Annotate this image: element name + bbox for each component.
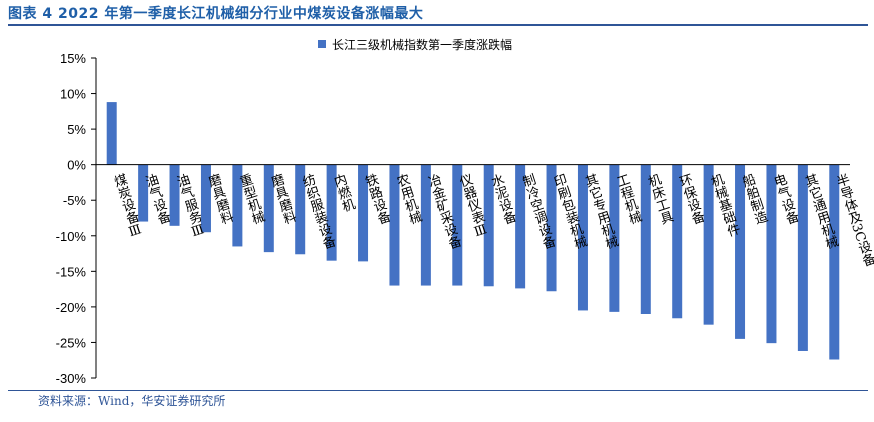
- bar: [263, 164, 274, 253]
- bar-chart: 15%10%5%0%-5%-10%-15%-20%-25%-30% 煤炭设备Ⅲ油…: [56, 37, 874, 386]
- title-rule: [8, 24, 868, 26]
- y-tick-label: -15%: [56, 264, 87, 279]
- footer-rule: [8, 390, 868, 391]
- bar: [546, 164, 557, 292]
- y-tick-label: 10%: [60, 87, 86, 102]
- bar: [295, 164, 306, 255]
- bar: [640, 164, 651, 314]
- bar: [766, 164, 777, 344]
- chart-title: 图表 4 2022 年第一季度长江机械细分行业中煤炭设备涨幅最大: [8, 6, 424, 22]
- bar: [829, 164, 840, 360]
- y-tick-label: 0%: [67, 158, 86, 173]
- bar: [797, 164, 808, 351]
- bar: [169, 164, 180, 226]
- y-tick-label: -20%: [56, 300, 87, 315]
- y-tick-label: -25%: [56, 335, 87, 350]
- bar: [609, 164, 620, 312]
- bar: [703, 164, 714, 325]
- legend-swatch: [318, 40, 326, 48]
- bars-group: [106, 102, 840, 360]
- bar: [358, 164, 369, 262]
- bar: [515, 164, 526, 289]
- source-note: 资料来源：Wind，华安证券研究所: [38, 394, 226, 408]
- bar: [138, 164, 149, 222]
- y-tick-label: -10%: [56, 229, 87, 244]
- bar: [232, 164, 243, 247]
- bar: [106, 102, 117, 165]
- y-axis: 15% 10% 5% 0% -5% -10% -15% -20% -25% -30%: [56, 51, 97, 386]
- y-tick-label: 15%: [60, 51, 86, 66]
- y-tick-label: -5%: [63, 193, 87, 208]
- legend: 长江三级机械指数第一季度涨跌幅: [318, 37, 512, 52]
- bar: [672, 164, 683, 319]
- y-tick-label: 5%: [67, 122, 86, 137]
- bar: [577, 164, 588, 311]
- bar: [200, 164, 211, 233]
- bar: [735, 164, 746, 339]
- bar: [420, 164, 431, 286]
- bar: [452, 164, 463, 286]
- legend-label: 长江三级机械指数第一季度涨跌幅: [332, 37, 512, 52]
- y-tick-label: -30%: [56, 371, 87, 386]
- bar: [326, 164, 337, 261]
- bar: [483, 164, 494, 287]
- bar: [389, 164, 400, 286]
